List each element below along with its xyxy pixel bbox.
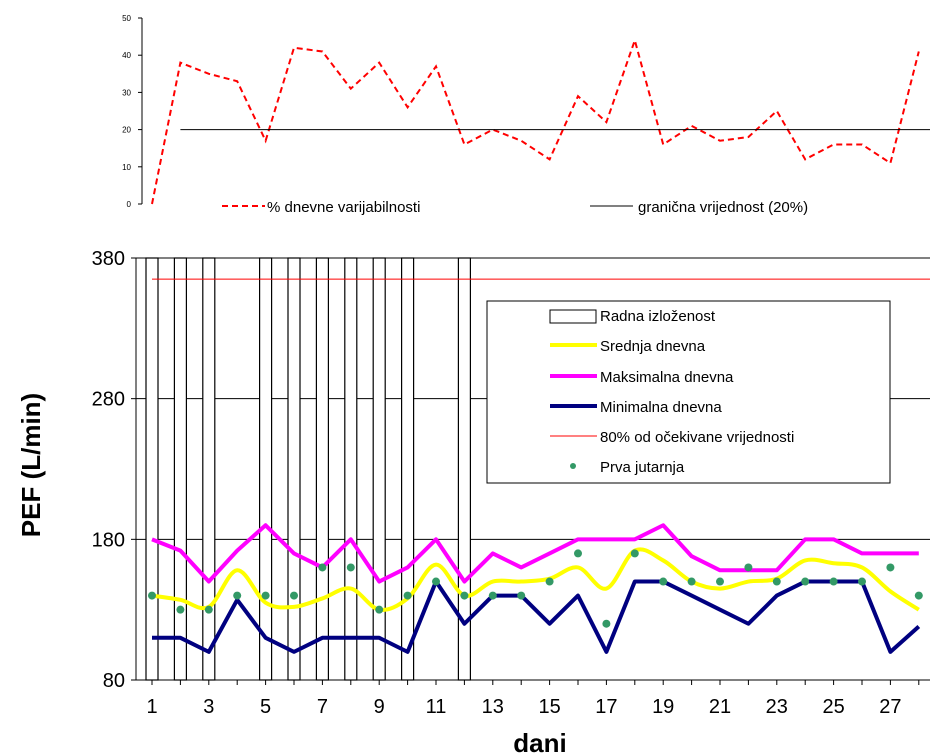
top-series-group — [151, 36, 930, 205]
morning-point — [716, 577, 724, 586]
bottom-y-tick-label: 180 — [92, 529, 125, 551]
bottom-x-tick-label: 19 — [652, 696, 674, 718]
bottom-x-tick-label: 27 — [879, 696, 901, 718]
bottom-x-tick-label: 25 — [822, 696, 844, 718]
bottom-series-group — [148, 278, 930, 654]
morning-point — [204, 605, 213, 614]
top-legend-label-variability: % dnevne varijabilnosti — [267, 199, 420, 216]
top-y-axis: 0 10 20 30 40 50 — [122, 14, 143, 209]
exposure-bar-day-1 — [145, 257, 159, 681]
legend-label-min: Minimalna dnevna — [600, 399, 722, 416]
bottom-x-tick-label: 9 — [374, 696, 385, 718]
morning-point — [574, 549, 582, 558]
top-y-tick-label: 40 — [122, 51, 131, 60]
top-y-tick-label: 30 — [122, 88, 131, 97]
top-y-tick-label: 10 — [122, 163, 131, 172]
bottom-y-tick-label: 280 — [92, 389, 125, 411]
morning-point — [858, 577, 866, 586]
top-y-tick-label: 20 — [122, 126, 131, 135]
morning-point — [545, 577, 554, 586]
bottom-y-tick-label: 80 — [103, 670, 125, 692]
morning-point — [261, 591, 270, 600]
morning-point — [148, 591, 156, 600]
morning-point — [460, 591, 469, 600]
legend-label-morning: Prva jutarnja — [600, 459, 685, 476]
bottom-x-tick-label: 21 — [709, 696, 731, 718]
exposure-bar-day-8 — [344, 257, 358, 681]
bottom-legend: Radna izloženost Srednja dnevna Maksimal… — [486, 300, 891, 484]
bottom-x-tick-label: 3 — [203, 696, 214, 718]
morning-point — [886, 563, 895, 572]
morning-point — [375, 605, 384, 614]
exposure-bar-day-9 — [372, 257, 386, 681]
exposure-bar-day-3 — [202, 257, 216, 681]
exposure-bar-day-5 — [259, 257, 273, 681]
morning-point — [687, 577, 696, 586]
legend-label-mean: Srednja dnevna — [600, 338, 706, 355]
top-legend-label-threshold: granična vrijednost (20%) — [638, 199, 808, 216]
morning-point — [290, 591, 298, 600]
bottom-x-tick-label: 17 — [595, 696, 617, 718]
bottom-x-tick-label: 15 — [538, 696, 560, 718]
bottom-x-tick-label: 23 — [766, 696, 788, 718]
morning-point — [318, 563, 327, 572]
morning-point — [914, 591, 923, 600]
max-daily-line — [151, 523, 919, 584]
top-y-tick-label: 0 — [127, 200, 132, 209]
bottom-x-tick-label: 7 — [317, 696, 328, 718]
legend-swatch-exposure — [549, 309, 597, 324]
morning-point — [801, 577, 810, 586]
morning-point — [630, 549, 639, 558]
top-panel: 0 10 20 30 40 50 % dnevne varijabilnosti gran… — [122, 14, 930, 216]
morning-point — [829, 577, 838, 586]
morning-point — [772, 577, 781, 586]
mean-daily-line — [151, 547, 920, 612]
exposure-bar-day-10 — [401, 257, 415, 681]
top-y-tick-label: 50 — [122, 14, 131, 23]
min-daily-line — [152, 579, 921, 654]
top-legend: % dnevne varijabilnosti granična vrijedn… — [222, 199, 808, 216]
legend-label-exposure: Radna izloženost — [600, 308, 716, 325]
bottom-y-tick-label: 380 — [92, 248, 125, 270]
exposure-bar-day-2 — [173, 257, 187, 681]
morning-point — [517, 591, 526, 600]
bottom-x-tick-label: 13 — [482, 696, 504, 718]
morning-point — [659, 577, 668, 586]
morning-point — [403, 591, 412, 600]
variability-line — [151, 36, 920, 205]
morning-point — [346, 563, 355, 572]
morning-point — [602, 619, 611, 628]
y-axis-title: PEF (L/min) — [16, 393, 46, 537]
bottom-x-tick-label: 5 — [260, 696, 271, 718]
morning-point — [233, 591, 242, 600]
legend-label-max: Maksimalna dnevna — [600, 369, 734, 386]
exposure-bar-day-7 — [315, 257, 329, 681]
morning-point — [744, 563, 753, 572]
legend-swatch-morning — [570, 463, 576, 469]
bottom-x-tick-label: 1 — [146, 696, 157, 718]
morning-point — [176, 605, 185, 614]
exposure-bar-day-6 — [287, 257, 301, 681]
x-axis-title: dani — [513, 728, 566, 754]
morning-point — [488, 591, 497, 600]
legend-box — [486, 300, 891, 484]
legend-label-predicted: 80% od očekivane vrijednosti — [600, 429, 794, 446]
bottom-x-tick-label: 11 — [426, 696, 447, 718]
morning-point — [432, 577, 440, 586]
